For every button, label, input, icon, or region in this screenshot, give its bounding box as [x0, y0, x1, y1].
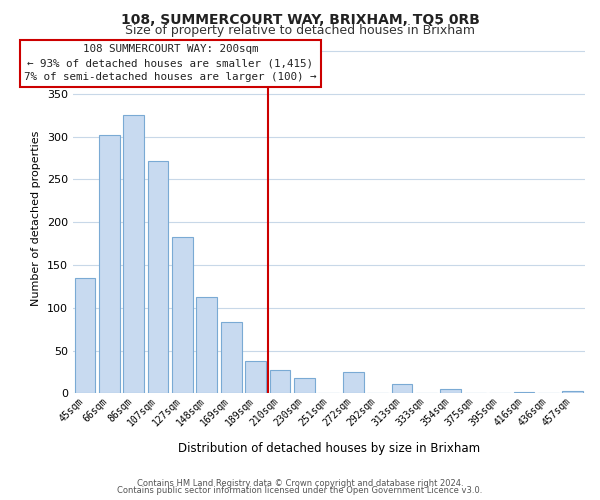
Y-axis label: Number of detached properties: Number of detached properties	[31, 130, 41, 306]
Bar	[269, 370, 290, 394]
Bar	[74, 278, 95, 394]
Bar	[99, 135, 119, 394]
Bar	[294, 378, 315, 394]
Bar	[562, 391, 583, 394]
Text: Size of property relative to detached houses in Brixham: Size of property relative to detached ho…	[125, 24, 475, 37]
Bar	[196, 296, 217, 394]
Bar	[392, 384, 412, 394]
Bar	[221, 322, 242, 394]
Bar	[124, 115, 144, 394]
Text: Contains public sector information licensed under the Open Government Licence v3: Contains public sector information licen…	[118, 486, 482, 495]
Text: Contains HM Land Registry data © Crown copyright and database right 2024.: Contains HM Land Registry data © Crown c…	[137, 478, 463, 488]
Bar	[245, 361, 266, 394]
Bar	[514, 392, 535, 394]
Text: 108 SUMMERCOURT WAY: 200sqm
← 93% of detached houses are smaller (1,415)
7% of s: 108 SUMMERCOURT WAY: 200sqm ← 93% of det…	[24, 44, 317, 82]
Text: 108, SUMMERCOURT WAY, BRIXHAM, TQ5 0RB: 108, SUMMERCOURT WAY, BRIXHAM, TQ5 0RB	[121, 12, 479, 26]
Bar	[148, 160, 169, 394]
Bar	[172, 236, 193, 394]
Bar	[440, 389, 461, 394]
X-axis label: Distribution of detached houses by size in Brixham: Distribution of detached houses by size …	[178, 442, 480, 455]
Bar	[343, 372, 364, 394]
